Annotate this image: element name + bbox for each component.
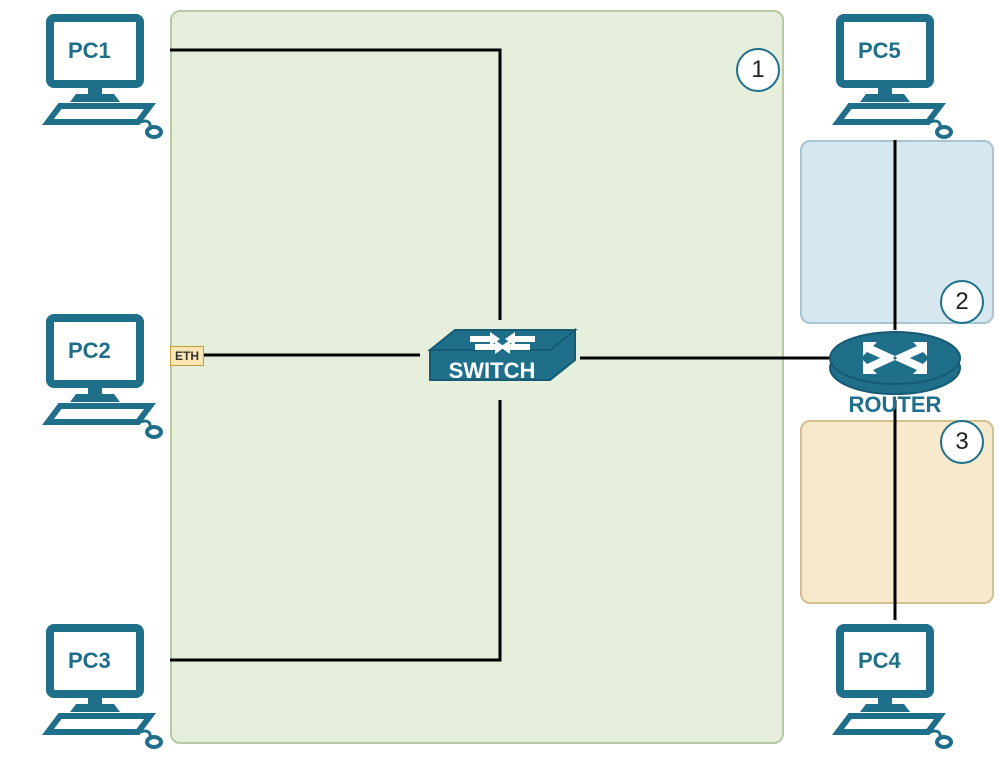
edge-pc3-switch xyxy=(170,400,500,660)
pc-label-pc5: PC5 xyxy=(858,38,901,64)
pc-label-pc3: PC3 xyxy=(68,648,111,674)
eth-port-tag: ETH xyxy=(170,346,204,366)
pc-icon xyxy=(40,620,170,750)
pc-icon xyxy=(830,620,960,750)
pc-label-pc1: PC1 xyxy=(68,38,111,64)
switch-icon xyxy=(420,310,580,400)
edge-pc1-switch xyxy=(170,50,500,320)
switch-label: SWITCH xyxy=(432,358,552,384)
pc-icon xyxy=(40,10,170,140)
pc-label-pc4: PC4 xyxy=(858,648,901,674)
router-label: ROUTER xyxy=(830,392,960,418)
pc-icon xyxy=(830,10,960,140)
zone-badge-2: 2 xyxy=(940,280,984,324)
pc-label-pc2: PC2 xyxy=(68,338,111,364)
pc-icon xyxy=(40,310,170,440)
zone-badge-1: 1 xyxy=(736,48,780,92)
zone-badge-3: 3 xyxy=(940,420,984,464)
